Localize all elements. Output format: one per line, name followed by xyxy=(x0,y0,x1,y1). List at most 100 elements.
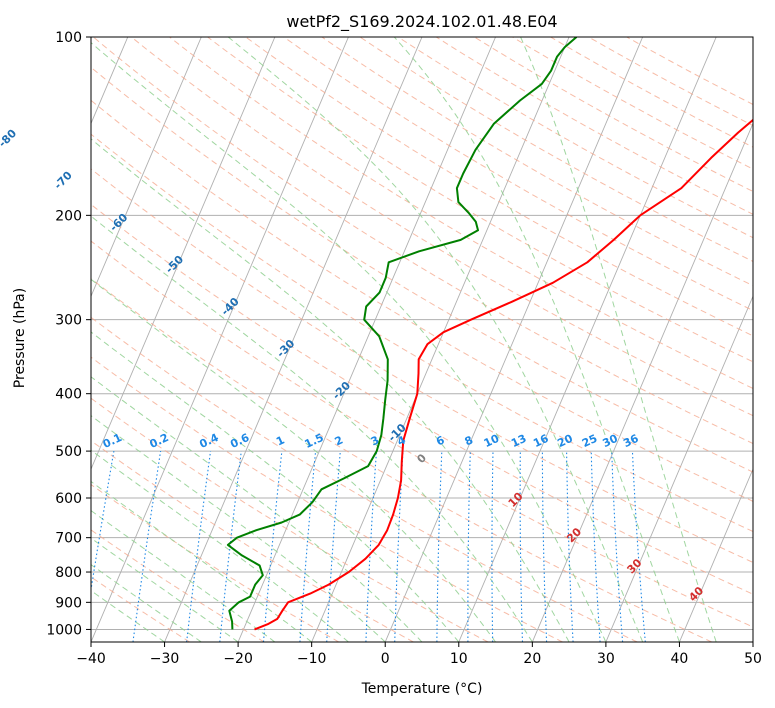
mixing-ratio-line xyxy=(631,451,646,642)
mixing-ratio-line xyxy=(436,451,443,642)
line-labels: 0.10.20.40.611.52346810131620253036-100-… xyxy=(0,127,707,605)
mixing-ratio-label: 1 xyxy=(274,433,286,448)
dry-adiabat-line xyxy=(91,483,340,642)
mixing-ratio-label: 20 xyxy=(555,432,575,450)
dry-adiabat-line xyxy=(359,37,753,263)
y-tick-label: 700 xyxy=(55,531,82,547)
dry-adiabat-line xyxy=(91,576,190,642)
x-axis: −40 −30 −20 −10 0 10 20 30 40 50 xyxy=(76,642,762,667)
moist-adiabat-line xyxy=(520,37,717,642)
mixing-ratio-line xyxy=(91,451,115,594)
mixing-ratio-line xyxy=(262,451,283,642)
isotherm-line xyxy=(458,37,717,642)
dry-adiabat-line xyxy=(283,37,753,312)
dry-adiabat-line xyxy=(91,133,753,533)
isotherm-line xyxy=(91,37,349,642)
x-tick-label: −30 xyxy=(150,651,180,667)
dry-adiabat-label: -70 xyxy=(52,169,75,192)
dry-adiabat-label: -80 xyxy=(0,127,19,150)
moist-adiabat-line xyxy=(393,37,680,642)
x-tick-label: 30 xyxy=(597,651,615,667)
mixing-ratio-line xyxy=(186,451,212,642)
x-tick-label: −40 xyxy=(76,651,106,667)
x-tick-label: −20 xyxy=(223,651,253,667)
moist-adiabat-line xyxy=(91,331,460,642)
mixing-ratio-label: 0.2 xyxy=(148,431,171,451)
y-tick-label: 200 xyxy=(55,208,82,224)
dry-adiabat-line xyxy=(169,37,753,389)
mixing-ratio-label: 30 xyxy=(601,432,621,450)
dry-adiabat-label: -40 xyxy=(219,295,242,318)
moist-adiabat-label: 10 xyxy=(506,490,526,510)
moist-adiabat-line xyxy=(91,564,202,642)
x-tick-label: 50 xyxy=(744,651,762,667)
dry-adiabat-line xyxy=(588,37,753,127)
moist-adiabat-line xyxy=(91,449,349,642)
dry-adiabat-label: -20 xyxy=(330,379,353,402)
dry-adiabat-line xyxy=(550,37,753,148)
x-tick-label: 10 xyxy=(450,651,468,667)
y-tick-label: 800 xyxy=(55,565,82,581)
isotherm-line xyxy=(531,122,753,642)
moist-adiabat-line xyxy=(91,537,239,642)
isotherm-line xyxy=(237,37,496,642)
y-tick-label: 900 xyxy=(55,595,82,611)
mixing-ratio-label: 0.1 xyxy=(101,431,124,451)
dewpoint-profile-line xyxy=(226,37,578,630)
mixing-ratio-line xyxy=(491,451,494,642)
dry-adiabat-line xyxy=(512,37,753,170)
isotherm-line xyxy=(91,37,202,298)
mixing-ratio-label: 0.4 xyxy=(197,431,220,451)
x-tick-label: 40 xyxy=(671,651,689,667)
moist-adiabat-line xyxy=(91,589,165,642)
mixing-ratio-label: 10 xyxy=(482,432,502,450)
moist-adiabat-line xyxy=(91,480,312,642)
mixing-ratio-line xyxy=(219,451,242,642)
moist-adiabat-line xyxy=(227,37,644,642)
dry-adiabat-line xyxy=(91,397,489,642)
y-tick-label: 500 xyxy=(55,444,82,460)
dry-adiabat-label: -30 xyxy=(274,337,297,360)
dry-adiabat-line xyxy=(91,203,753,595)
chart-title: wetPf2_S169.2024.102.01.48.E04 xyxy=(286,12,557,32)
moist-adiabat-line xyxy=(91,509,276,642)
x-tick-label: 20 xyxy=(523,651,541,667)
mixing-ratio-label: 16 xyxy=(531,432,551,450)
dry-adiabat-line xyxy=(91,316,638,642)
dry-adiabat-label: -60 xyxy=(107,211,130,234)
moist-adiabat-line xyxy=(91,278,496,642)
x-tick-label: 0 xyxy=(381,651,390,667)
dry-adiabat-line xyxy=(245,37,753,337)
x-axis-title: Temperature (°C) xyxy=(361,681,483,697)
y-tick-label: 1000 xyxy=(46,622,82,638)
moist-adiabat-line xyxy=(91,138,570,642)
dry-adiabat-line xyxy=(435,37,753,215)
y-tick-label: 300 xyxy=(55,313,82,329)
moist-adiabat-line xyxy=(91,415,386,642)
dry-adiabat-line xyxy=(91,278,713,642)
mixing-ratio-line xyxy=(132,451,162,642)
mixing-ratio-label: 1.5 xyxy=(303,431,326,451)
mixing-ratio-label: 36 xyxy=(621,432,641,450)
moist-adiabat-line xyxy=(91,42,607,642)
dry-adiabat-line xyxy=(91,440,414,642)
background-lines xyxy=(91,37,753,642)
mixing-ratio-label: 2 xyxy=(333,433,345,448)
dry-adiabat-line xyxy=(91,240,753,628)
y-tick-label: 400 xyxy=(55,387,82,403)
isotherm-line xyxy=(605,295,753,642)
temperature-profile-line xyxy=(254,118,753,631)
moist-adiabat-label: 30 xyxy=(625,556,645,576)
isotherm-line xyxy=(752,640,753,642)
dry-adiabat-line xyxy=(131,37,753,417)
dry-adiabat-line xyxy=(91,356,563,642)
mixing-ratio-label: 0.6 xyxy=(228,431,251,451)
isotherm-line xyxy=(384,37,644,642)
isotherm-line xyxy=(164,37,423,642)
plot-frame xyxy=(90,36,754,643)
moist-adiabat-label: 20 xyxy=(564,525,584,545)
y-axis: 1000 900 800 700 600 500 400 300 200 100 xyxy=(46,30,91,638)
y-axis-title: Pressure (hPa) xyxy=(12,288,28,388)
profile-lines xyxy=(226,37,753,631)
